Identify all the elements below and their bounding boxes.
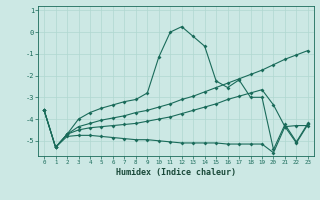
X-axis label: Humidex (Indice chaleur): Humidex (Indice chaleur)	[116, 168, 236, 177]
